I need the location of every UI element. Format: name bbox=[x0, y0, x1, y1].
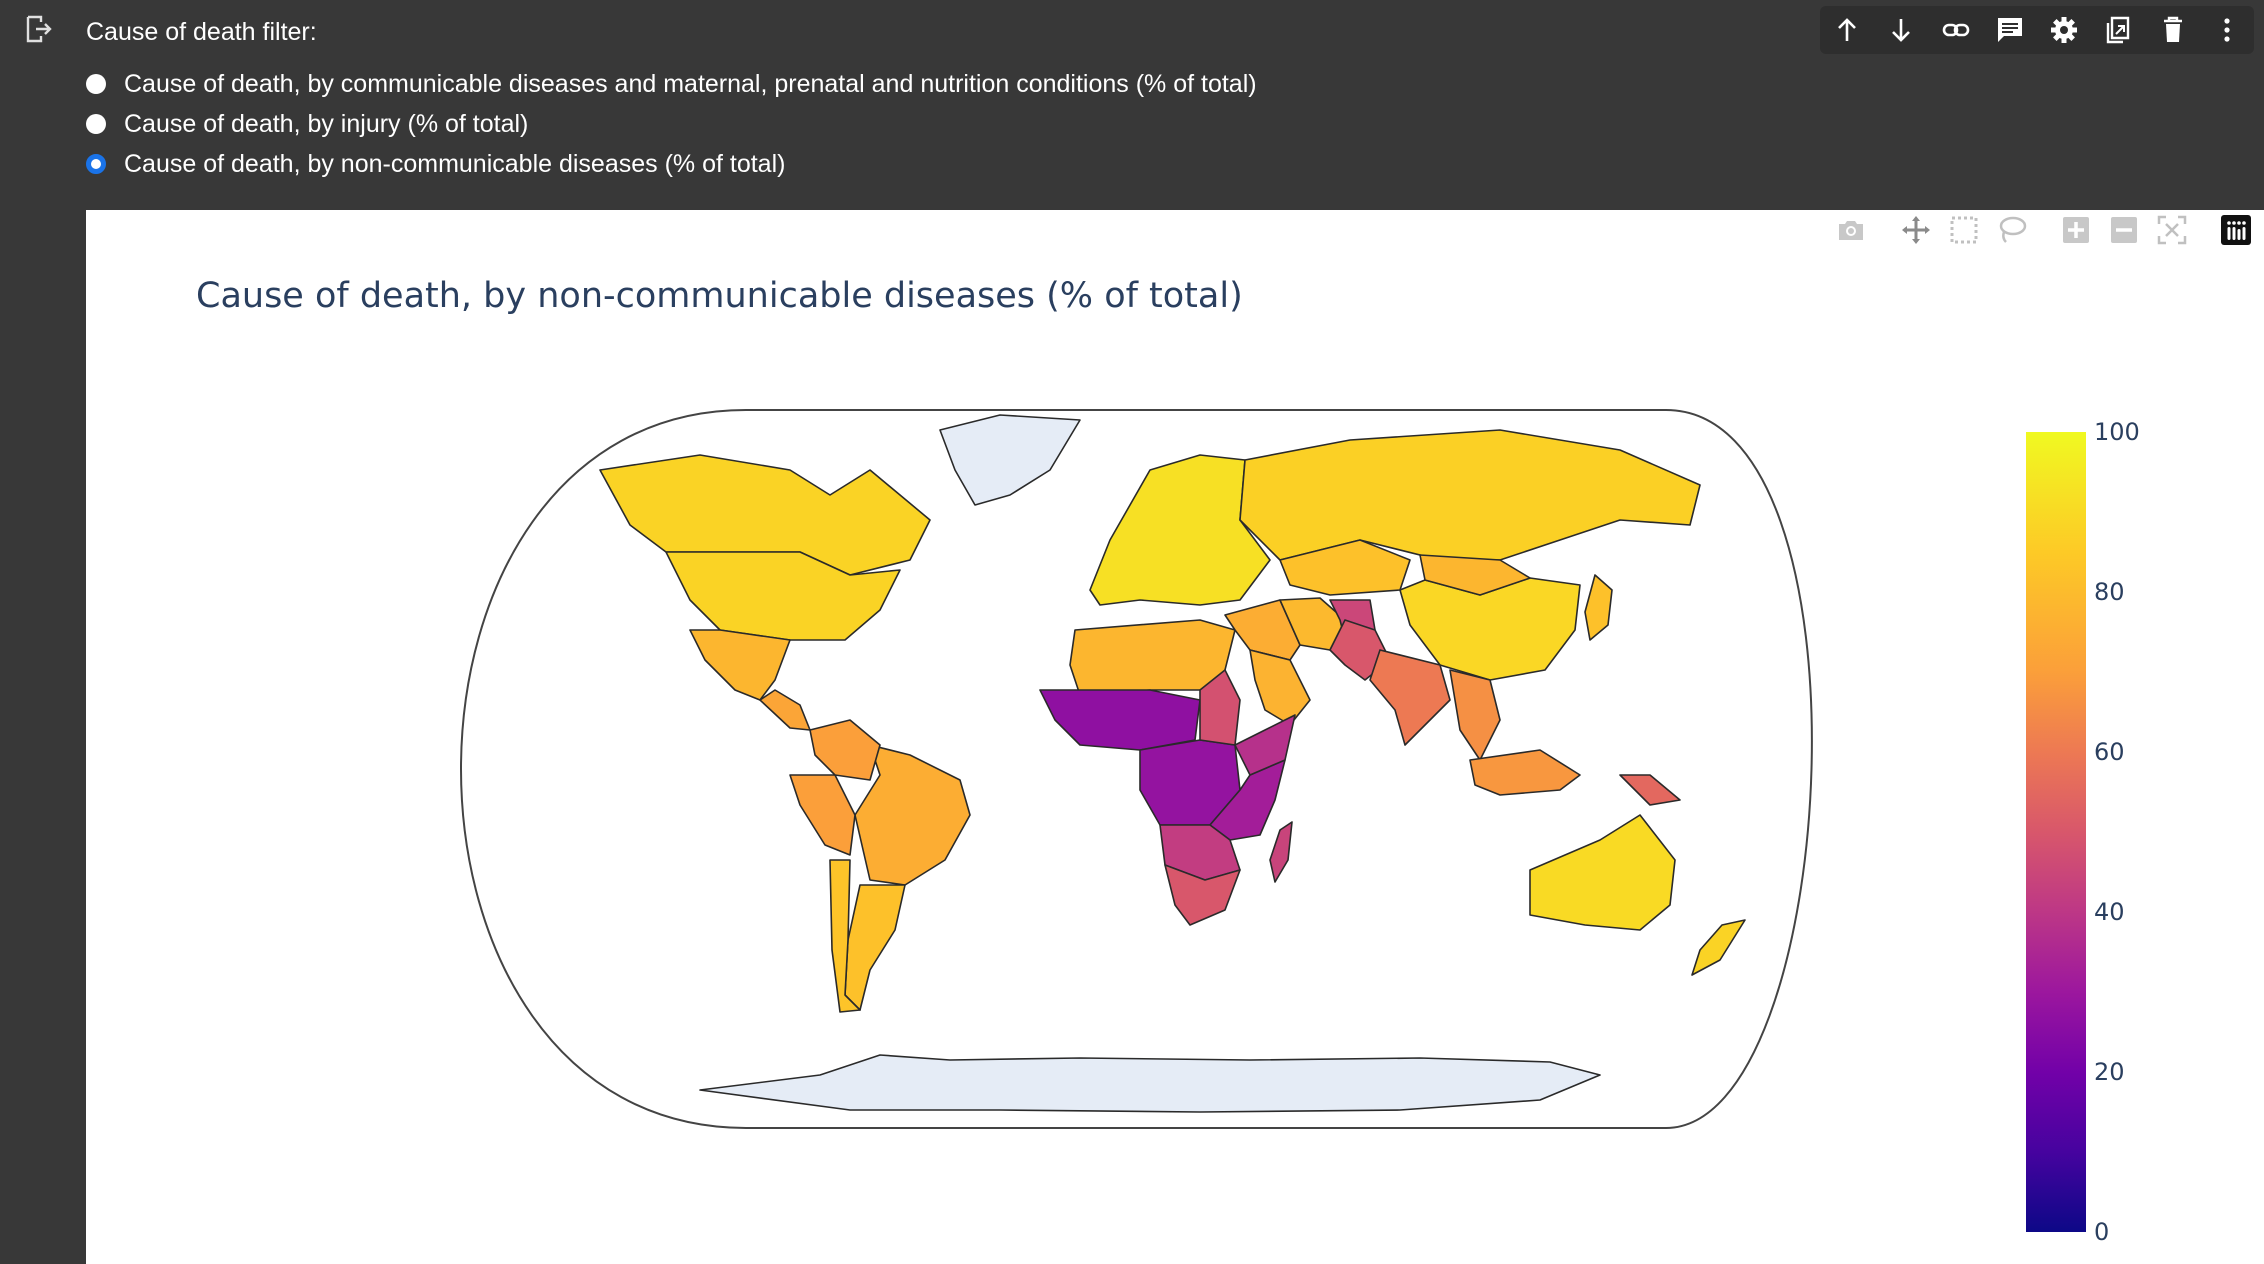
move-up-button[interactable] bbox=[1827, 10, 1867, 50]
pan-button[interactable] bbox=[1896, 210, 1936, 250]
region-central-america[interactable] bbox=[759, 689, 811, 731]
colorbar-tick-label: 60 bbox=[2094, 738, 2125, 766]
colorbar-tick-label: 40 bbox=[2094, 898, 2125, 926]
region-mexico[interactable] bbox=[689, 629, 791, 701]
comment-icon bbox=[1997, 18, 2022, 42]
region-papua-new-guinea[interactable] bbox=[1619, 774, 1681, 806]
pan-icon bbox=[1902, 216, 1930, 244]
choropleth-map[interactable] bbox=[86, 210, 2264, 1264]
region-madagascar[interactable] bbox=[1269, 821, 1293, 883]
filter-title: Cause of death filter: bbox=[86, 18, 317, 46]
radio-label: Cause of death, by injury (% of total) bbox=[124, 109, 529, 138]
region-sudan[interactable] bbox=[1199, 669, 1241, 746]
chart-title: Cause of death, by non-communicable dise… bbox=[196, 276, 1243, 316]
colorbar-tick-label: 20 bbox=[2094, 1058, 2125, 1086]
region-india[interactable] bbox=[1369, 649, 1451, 746]
settings-button[interactable] bbox=[2044, 10, 2084, 50]
radio-button-selected[interactable] bbox=[86, 154, 106, 174]
region-mongolia[interactable] bbox=[1419, 554, 1531, 596]
zoom-in-icon bbox=[2063, 217, 2089, 243]
region-greenland[interactable] bbox=[939, 414, 1081, 506]
reset-view-button[interactable] bbox=[2152, 210, 2192, 250]
zoom-out-icon bbox=[2111, 217, 2137, 243]
radio-label: Cause of death, by communicable diseases… bbox=[124, 69, 1257, 98]
colorbar-tick-label: 100 bbox=[2094, 418, 2140, 446]
plot-panel: Cause of death, by non-communicable dise… bbox=[86, 210, 2264, 1264]
comment-button[interactable] bbox=[1990, 10, 2030, 50]
delete-button[interactable] bbox=[2153, 10, 2193, 50]
output-gutter bbox=[0, 0, 86, 1264]
region-kazakhstan[interactable] bbox=[1279, 539, 1411, 596]
colorbar bbox=[2026, 432, 2086, 1232]
download-png-button[interactable] bbox=[1831, 210, 1871, 250]
radio-button[interactable] bbox=[86, 74, 106, 94]
region-australia[interactable] bbox=[1529, 814, 1676, 931]
region-new-zealand[interactable] bbox=[1691, 919, 1746, 976]
mirror-cell-button[interactable] bbox=[2098, 10, 2138, 50]
radio-button[interactable] bbox=[86, 114, 106, 134]
cause-radio-group: Cause of death, by communicable diseases… bbox=[86, 64, 1257, 184]
lasso-select-button[interactable] bbox=[1992, 210, 2032, 250]
box-select-button[interactable] bbox=[1944, 210, 1984, 250]
region-indonesia[interactable] bbox=[1469, 749, 1581, 796]
region-united-states[interactable] bbox=[665, 551, 901, 641]
link-button[interactable] bbox=[1936, 10, 1976, 50]
region-brazil[interactable] bbox=[854, 744, 971, 886]
region-antarctica[interactable] bbox=[699, 1054, 1601, 1113]
arrow-down-icon bbox=[1892, 19, 1911, 42]
region-canada[interactable] bbox=[599, 454, 931, 576]
zoom-in-button[interactable] bbox=[2056, 210, 2096, 250]
plotly-logo-button[interactable] bbox=[2216, 210, 2256, 250]
cell-toolbar bbox=[1820, 6, 2254, 54]
box-select-icon bbox=[1950, 216, 1978, 244]
reset-view-icon bbox=[2157, 215, 2187, 245]
region-south-africa[interactable] bbox=[1164, 864, 1241, 926]
region-europe[interactable] bbox=[1089, 454, 1271, 606]
radio-option-non-communicable[interactable]: Cause of death, by non-communicable dise… bbox=[86, 144, 1257, 184]
more-vert-icon bbox=[2224, 18, 2230, 42]
link-icon bbox=[1942, 23, 1969, 37]
lasso-icon bbox=[1999, 216, 2027, 243]
more-options-button[interactable] bbox=[2207, 10, 2247, 50]
radio-option-communicable[interactable]: Cause of death, by communicable diseases… bbox=[86, 64, 1257, 104]
radio-option-injury[interactable]: Cause of death, by injury (% of total) bbox=[86, 104, 1257, 144]
plotly-logo-icon bbox=[2221, 215, 2251, 245]
output-redirect-icon[interactable] bbox=[24, 14, 54, 44]
gear-icon bbox=[2051, 17, 2078, 43]
region-ethiopia[interactable] bbox=[1234, 714, 1296, 776]
move-down-button[interactable] bbox=[1881, 10, 1921, 50]
mirror-cell-icon bbox=[2107, 16, 2130, 44]
region-chile[interactable] bbox=[829, 859, 861, 1013]
colorbar-tick-label: 0 bbox=[2094, 1218, 2110, 1246]
region-japan[interactable] bbox=[1584, 574, 1613, 641]
radio-label: Cause of death, by non-communicable dise… bbox=[124, 149, 786, 178]
colorbar-tick-label: 80 bbox=[2094, 578, 2125, 606]
arrow-up-icon bbox=[1838, 18, 1857, 41]
trash-icon bbox=[2163, 16, 2182, 42]
camera-icon bbox=[1839, 221, 1863, 240]
region-colombia[interactable] bbox=[809, 719, 881, 781]
zoom-out-button[interactable] bbox=[2104, 210, 2144, 250]
